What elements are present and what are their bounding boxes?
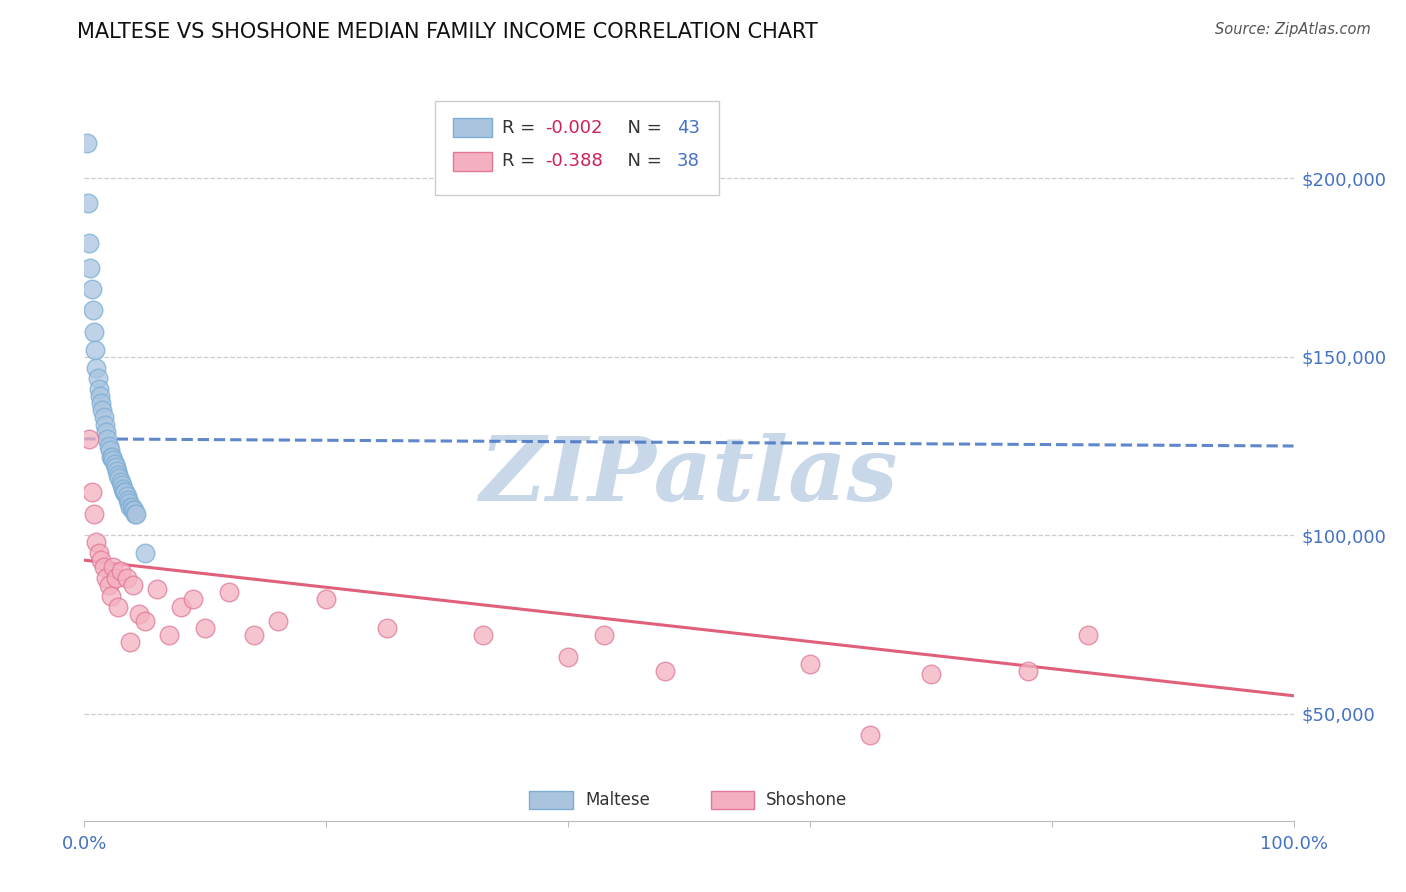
- Text: 43: 43: [676, 119, 700, 136]
- Point: [115, 489, 138, 503]
- Point: [157, 628, 180, 642]
- Point: [79, 260, 101, 275]
- Point: [117, 492, 139, 507]
- Point: [100, 589, 122, 603]
- Point: [121, 578, 143, 592]
- Point: [146, 582, 169, 596]
- Point: [103, 560, 125, 574]
- FancyBboxPatch shape: [453, 152, 492, 171]
- Text: Maltese: Maltese: [585, 790, 650, 809]
- Point: [114, 485, 136, 500]
- Point: [77, 432, 100, 446]
- Point: [315, 592, 337, 607]
- Point: [194, 621, 217, 635]
- Point: [80, 485, 103, 500]
- Point: [108, 471, 131, 485]
- Point: [105, 464, 128, 478]
- Point: [103, 453, 125, 467]
- Point: [82, 303, 104, 318]
- Point: [87, 382, 110, 396]
- Point: [97, 439, 120, 453]
- Point: [115, 571, 138, 585]
- Point: [80, 282, 103, 296]
- Point: [94, 417, 117, 432]
- Point: [125, 507, 148, 521]
- Point: [90, 396, 112, 410]
- Point: [89, 389, 111, 403]
- Point: [110, 475, 132, 489]
- FancyBboxPatch shape: [710, 790, 754, 809]
- Point: [86, 360, 108, 375]
- Text: Source: ZipAtlas.com: Source: ZipAtlas.com: [1215, 22, 1371, 37]
- Point: [83, 325, 105, 339]
- Text: 38: 38: [676, 153, 700, 170]
- Point: [128, 607, 150, 621]
- Point: [107, 467, 129, 482]
- Point: [90, 553, 112, 567]
- Point: [76, 136, 98, 150]
- Point: [104, 571, 127, 585]
- Point: [120, 500, 142, 514]
- FancyBboxPatch shape: [529, 790, 572, 809]
- Text: R =: R =: [502, 119, 540, 136]
- Point: [593, 628, 616, 642]
- Point: [101, 450, 124, 464]
- Point: [122, 503, 145, 517]
- FancyBboxPatch shape: [453, 118, 492, 137]
- Point: [124, 507, 146, 521]
- Text: N =: N =: [616, 153, 668, 170]
- Point: [107, 599, 129, 614]
- Point: [94, 571, 117, 585]
- Point: [100, 450, 122, 464]
- Point: [86, 535, 108, 549]
- Point: [112, 485, 135, 500]
- Point: [218, 585, 240, 599]
- Point: [77, 196, 100, 211]
- Point: [134, 614, 156, 628]
- Point: [98, 442, 121, 457]
- Point: [267, 614, 290, 628]
- Point: [93, 410, 115, 425]
- Point: [83, 507, 105, 521]
- Point: [112, 482, 135, 496]
- Point: [859, 728, 882, 742]
- Point: [111, 478, 134, 492]
- Point: [557, 649, 579, 664]
- Point: [181, 592, 204, 607]
- Point: [375, 621, 398, 635]
- Point: [654, 664, 676, 678]
- Text: -0.388: -0.388: [546, 153, 603, 170]
- Point: [242, 628, 264, 642]
- Point: [110, 564, 132, 578]
- Point: [1017, 664, 1039, 678]
- Point: [799, 657, 821, 671]
- Point: [121, 500, 143, 514]
- Point: [84, 343, 107, 357]
- Text: Shoshone: Shoshone: [766, 790, 848, 809]
- Point: [91, 403, 114, 417]
- Point: [104, 457, 127, 471]
- Point: [94, 425, 117, 439]
- Point: [86, 371, 108, 385]
- Text: R =: R =: [502, 153, 540, 170]
- Point: [97, 578, 120, 592]
- Point: [93, 560, 115, 574]
- Point: [96, 432, 118, 446]
- Text: N =: N =: [616, 119, 668, 136]
- Point: [920, 667, 942, 681]
- Point: [120, 635, 142, 649]
- Point: [121, 503, 143, 517]
- Point: [170, 599, 193, 614]
- Point: [472, 628, 495, 642]
- Point: [104, 460, 127, 475]
- Point: [118, 496, 141, 510]
- Text: MALTESE VS SHOSHONE MEDIAN FAMILY INCOME CORRELATION CHART: MALTESE VS SHOSHONE MEDIAN FAMILY INCOME…: [77, 22, 818, 42]
- Point: [87, 546, 110, 560]
- Text: ZIPatlas: ZIPatlas: [481, 433, 897, 519]
- Point: [77, 235, 100, 250]
- FancyBboxPatch shape: [434, 102, 720, 195]
- Point: [1077, 628, 1099, 642]
- Text: -0.002: -0.002: [546, 119, 603, 136]
- Point: [134, 546, 156, 560]
